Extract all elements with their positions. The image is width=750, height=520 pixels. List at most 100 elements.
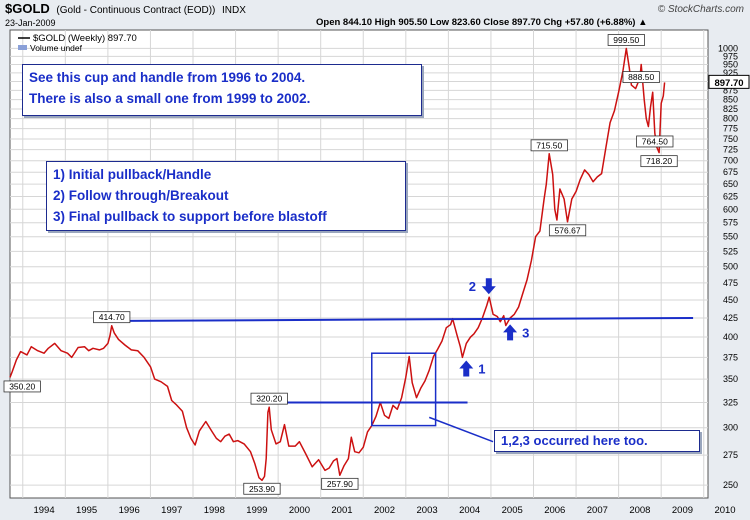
price-label-box <box>530 139 568 152</box>
y-tick-label: 625 <box>723 191 738 201</box>
x-tick-label: 1996 <box>119 505 140 516</box>
chart-header: $GOLD (Gold - Continuous Contract (EOD))… <box>0 0 750 30</box>
steps-note: 1) Initial pullback/Handle 2) Follow thr… <box>46 161 406 231</box>
x-tick-label: 2010 <box>714 505 735 516</box>
arrow-label: 2 <box>469 279 476 294</box>
x-tick-label: 1995 <box>76 505 97 516</box>
cup-handle-note: See this cup and handle from 1996 to 200… <box>22 64 422 116</box>
price-label-box <box>250 392 288 405</box>
price-label-text: 888.50 <box>628 72 654 82</box>
y-tick-label: 850 <box>723 95 738 105</box>
price-label-text: 257.90 <box>327 479 353 489</box>
y-tick-label: 925 <box>723 68 738 78</box>
price-label-text: 350.20 <box>9 381 35 391</box>
price-label-box <box>321 477 359 490</box>
legend-series-label: $GOLD (Weekly) 897.70 <box>33 33 137 44</box>
price-label-box <box>243 482 281 495</box>
symbol-description: (Gold - Continuous Contract (EOD)) <box>56 5 216 16</box>
quote-summary: Open 844.10 High 905.50 Low 823.60 Close… <box>316 17 648 28</box>
price-label: 320.20 <box>250 392 288 405</box>
x-tick-label: 1997 <box>161 505 182 516</box>
price-label: 576.67 <box>548 224 587 237</box>
x-tick-label: 2003 <box>417 505 438 516</box>
y-tick-label: 350 <box>723 374 738 384</box>
price-label-box <box>636 135 674 148</box>
price-label-box <box>622 71 660 84</box>
exchange-label: INDX <box>222 5 246 16</box>
x-tick-label: 2002 <box>374 505 395 516</box>
price-label: 350.20 <box>3 380 41 393</box>
x-tick-label: 2007 <box>587 505 608 516</box>
x-tick-label: 2009 <box>672 505 693 516</box>
price-label: 715.50 <box>530 139 568 152</box>
stockcharts-logo: © StockCharts.com <box>657 4 744 15</box>
price-label-box <box>640 155 678 168</box>
y-tick-label: 425 <box>723 313 738 323</box>
step-1-text: 1) Initial pullback/Handle <box>53 167 212 182</box>
price-label-box <box>548 224 587 237</box>
y-tick-label: 500 <box>723 262 738 272</box>
price-label-text: 718.20 <box>646 156 672 166</box>
last-value-text: 897.70 <box>714 78 743 89</box>
price-label-text: 576.67 <box>555 225 581 235</box>
x-tick-label: 2000 <box>289 505 310 516</box>
last-value-tag <box>708 74 750 89</box>
x-tick-label: 1999 <box>246 505 267 516</box>
y-tick-label: 450 <box>723 295 738 305</box>
arrow-label: 3 <box>522 325 529 340</box>
price-label: 999.50 <box>607 34 645 46</box>
step-3-text: 3) Final pullback to support before blas… <box>53 209 327 224</box>
price-label-text: 764.50 <box>642 136 668 146</box>
y-tick-label: 650 <box>723 179 738 189</box>
arrow-shape <box>481 278 496 295</box>
arrow-3: 3 <box>503 324 529 341</box>
legend-volume-swatch <box>18 45 27 50</box>
x-tick-label: 1998 <box>204 505 225 516</box>
x-tick-label: 2004 <box>459 505 480 516</box>
x-tick-label: 2006 <box>544 505 565 516</box>
y-tick-label: 675 <box>723 167 738 177</box>
chart-date: 23-Jan-2009 <box>5 18 56 28</box>
x-tick-label: 2001 <box>331 505 352 516</box>
price-label-text: 320.20 <box>256 394 282 404</box>
arrow-2: 2 <box>469 278 496 295</box>
price-label-text: 253.90 <box>249 484 275 494</box>
price-label: 718.20 <box>640 155 678 168</box>
price-label-box <box>93 311 131 324</box>
y-tick-label: 725 <box>723 145 738 155</box>
price-label: 888.50 <box>622 71 660 84</box>
arrow-label: 1 <box>478 362 485 377</box>
y-tick-label: 700 <box>723 156 738 166</box>
y-tick-label: 575 <box>723 218 738 228</box>
price-label: 253.90 <box>243 482 281 495</box>
arrow-shape <box>503 324 518 341</box>
y-tick-label: 750 <box>723 134 738 144</box>
price-label: 257.90 <box>321 477 359 490</box>
y-tick-label: 300 <box>723 423 738 433</box>
small-pattern-box <box>371 352 437 427</box>
x-tick-label: 2005 <box>502 505 523 516</box>
price-label: 414.70 <box>93 311 131 324</box>
y-tick-label: 950 <box>723 60 738 70</box>
price-label-text: 715.50 <box>536 140 562 150</box>
y-tick-label: 250 <box>723 480 738 490</box>
price-label-box <box>3 380 41 393</box>
price-label-text: 414.70 <box>99 312 125 322</box>
x-tick-label: 2008 <box>629 505 650 516</box>
y-tick-label: 475 <box>723 278 738 288</box>
y-tick-label: 550 <box>723 232 738 242</box>
y-tick-label: 775 <box>723 124 738 134</box>
y-tick-label: 600 <box>723 204 738 214</box>
arrow-1: 1 <box>459 360 485 377</box>
cup-note-line1: See this cup and handle from 1996 to 200… <box>29 70 306 85</box>
symbol-text: $GOLD <box>5 1 50 16</box>
y-tick-label: 525 <box>723 246 738 256</box>
y-tick-label: 400 <box>723 332 738 342</box>
y-tick-label: 975 <box>723 51 738 61</box>
occurred-note: 1,2,3 occurred here too. <box>494 430 700 452</box>
y-tick-label: 375 <box>723 352 738 362</box>
price-label: 764.50 <box>636 135 674 148</box>
y-tick-label: 1000 <box>718 43 738 53</box>
chart-symbol: $GOLD (Gold - Continuous Contract (EOD))… <box>5 1 246 16</box>
arrow-shape <box>459 360 474 377</box>
